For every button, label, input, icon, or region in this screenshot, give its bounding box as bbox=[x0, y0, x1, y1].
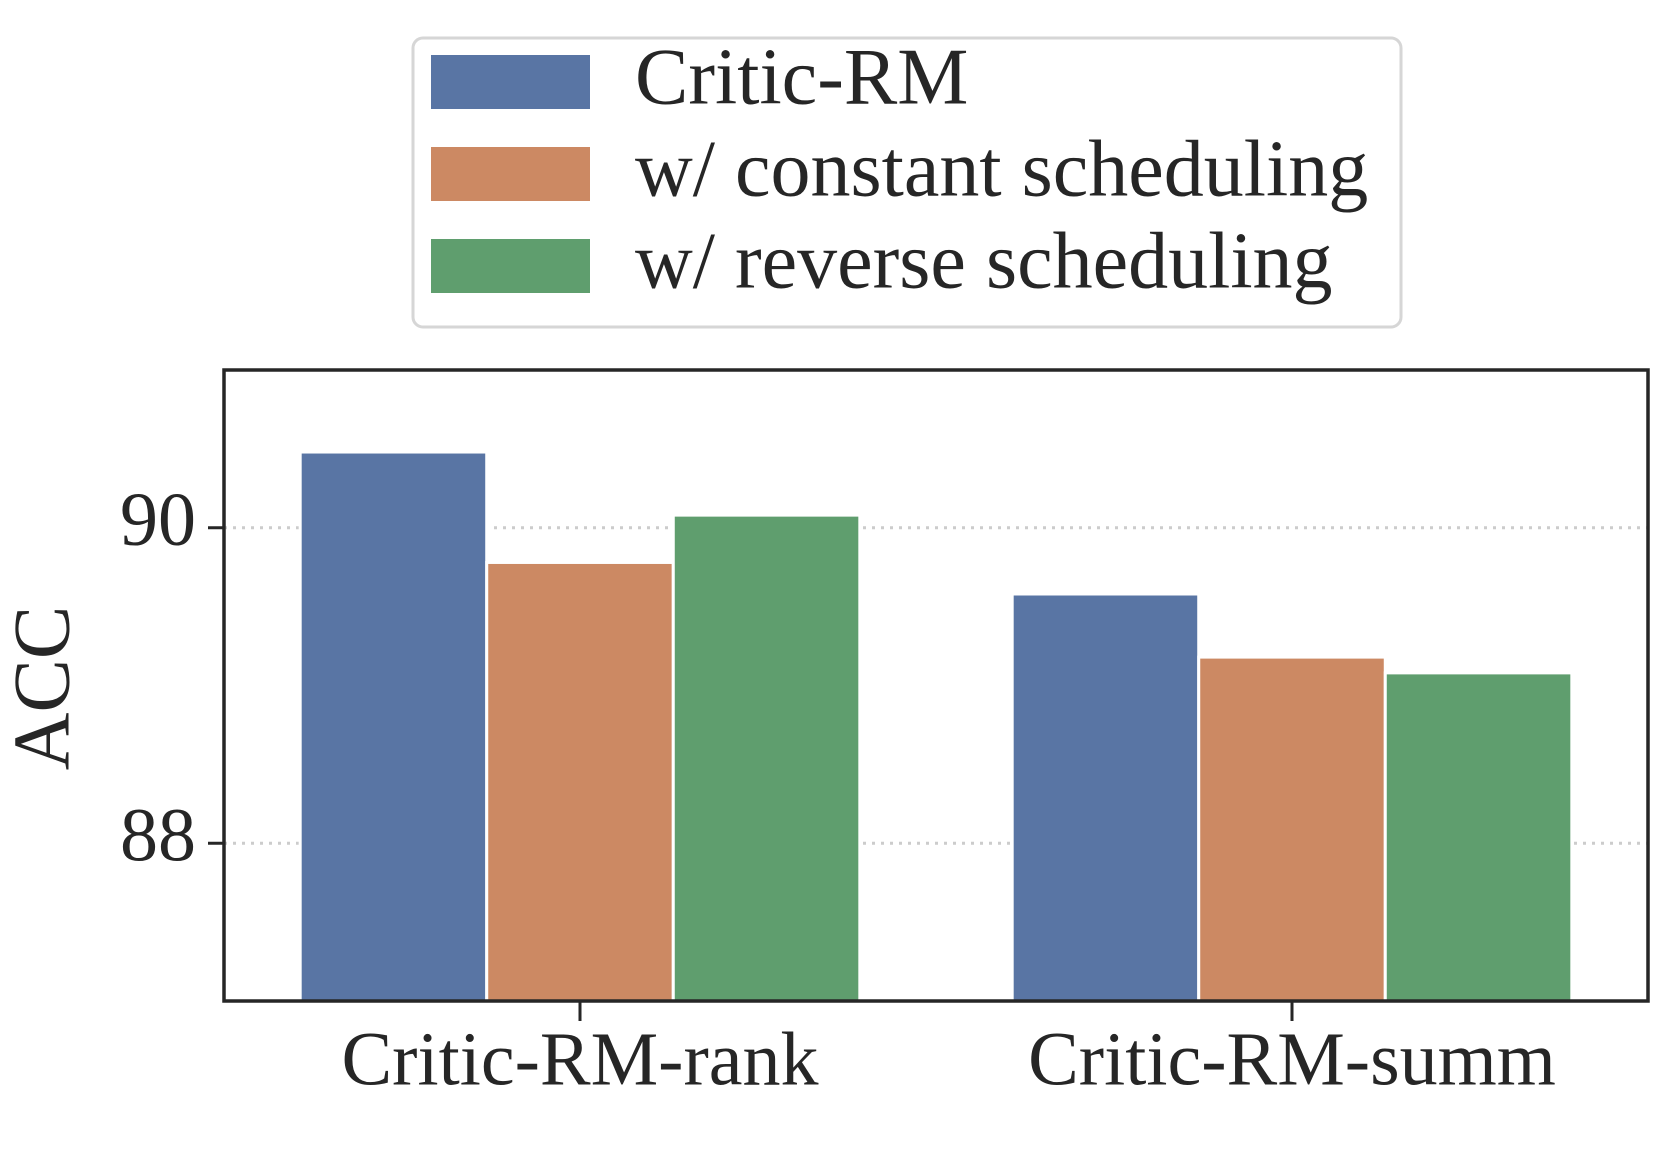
legend-label: Critic-RM bbox=[635, 33, 968, 121]
bar bbox=[671, 513, 862, 1003]
y-axis-label: ACC bbox=[0, 606, 86, 771]
legend-swatch bbox=[431, 147, 590, 201]
y-tick-label: 88 bbox=[120, 794, 196, 878]
legend-swatch bbox=[431, 239, 590, 293]
bar bbox=[1010, 592, 1201, 1003]
legend-box bbox=[411, 36, 1403, 329]
x-tick-label: Critic-RM-rank bbox=[341, 1017, 818, 1101]
bar bbox=[298, 450, 489, 1003]
legend-swatch bbox=[431, 55, 590, 109]
bar bbox=[1197, 655, 1387, 1003]
x-tick-label: Critic-RM-summ bbox=[1028, 1017, 1556, 1101]
legend-label: w/ constant scheduling bbox=[635, 125, 1368, 213]
bar bbox=[1383, 671, 1574, 1003]
bar bbox=[485, 560, 675, 1003]
y-tick-label: 90 bbox=[120, 478, 196, 562]
legend-label: w/ reverse scheduling bbox=[635, 217, 1333, 305]
plot-frame bbox=[222, 368, 1650, 1003]
